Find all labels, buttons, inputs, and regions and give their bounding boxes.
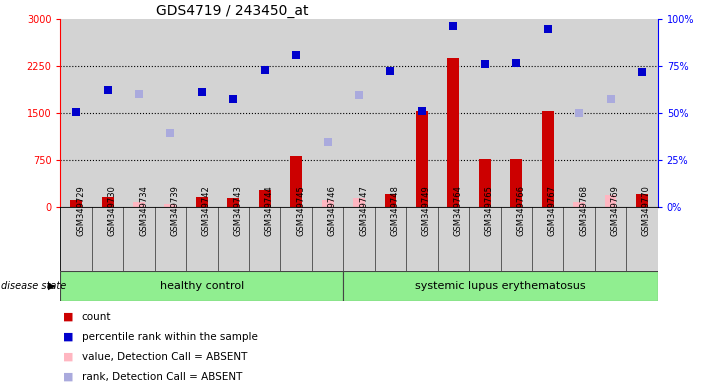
Text: GSM349766: GSM349766 (516, 185, 525, 236)
Text: GSM349770: GSM349770 (642, 185, 651, 236)
Point (259, 67, 270, 73)
Text: GSM349745: GSM349745 (296, 185, 305, 236)
Text: GSM349767: GSM349767 (547, 185, 557, 236)
Point (636, 69, 648, 75)
Point (102, 87, 113, 93)
Bar (259, 190, 271, 207)
Bar (196, 197, 208, 207)
Bar (123, 19, 155, 207)
Bar (102, 197, 114, 207)
Bar (469, 19, 501, 207)
Bar (60, 19, 92, 207)
Text: GSM349749: GSM349749 (422, 185, 431, 236)
Text: GSM349748: GSM349748 (390, 185, 400, 236)
Text: GSM349765: GSM349765 (485, 185, 494, 236)
Point (573, 109, 584, 116)
Bar (92, 19, 123, 207)
Bar (595, 19, 626, 207)
Text: GSM349742: GSM349742 (202, 185, 211, 236)
Bar (542, 111, 554, 207)
Text: GSM349768: GSM349768 (579, 185, 588, 236)
Text: rank, Detection Call = ABSENT: rank, Detection Call = ABSENT (82, 372, 242, 382)
Point (291, 52, 302, 58)
Text: systemic lupus erythematosus: systemic lupus erythematosus (415, 281, 586, 291)
Text: ■: ■ (63, 352, 73, 362)
Bar (447, 58, 459, 207)
Bar (438, 19, 469, 207)
Bar (312, 19, 343, 207)
Point (70, 109, 82, 115)
Bar (626, 19, 658, 207)
Text: ■: ■ (63, 312, 73, 322)
Text: GDS4719 / 243450_at: GDS4719 / 243450_at (156, 4, 309, 18)
Text: GSM349734: GSM349734 (139, 185, 148, 236)
Bar (343, 271, 658, 301)
Bar (501, 19, 532, 207)
Text: GSM349746: GSM349746 (328, 185, 336, 236)
Point (479, 61, 491, 68)
Bar (133, 202, 145, 207)
Text: GSM349730: GSM349730 (107, 185, 117, 236)
Point (605, 96, 616, 102)
Bar (636, 194, 648, 207)
Bar (164, 204, 176, 207)
Point (228, 96, 239, 103)
Text: healthy control: healthy control (160, 281, 244, 291)
Text: GSM349764: GSM349764 (454, 185, 462, 236)
Bar (375, 19, 406, 207)
Text: ■: ■ (63, 332, 73, 342)
Point (542, 26, 553, 32)
Text: count: count (82, 312, 111, 322)
Point (353, 92, 365, 98)
Bar (290, 156, 302, 207)
Bar (280, 19, 312, 207)
Bar (155, 19, 186, 207)
Point (510, 60, 522, 66)
Point (385, 68, 396, 74)
Text: GSM349747: GSM349747 (359, 185, 368, 236)
Bar (563, 19, 595, 207)
Text: percentile rank within the sample: percentile rank within the sample (82, 332, 257, 342)
Text: GSM349729: GSM349729 (76, 185, 85, 236)
Bar (218, 19, 249, 207)
Point (134, 91, 145, 97)
Bar (604, 195, 616, 207)
Bar (228, 198, 240, 207)
Text: disease state: disease state (1, 281, 67, 291)
Text: ■: ■ (63, 372, 73, 382)
Bar (343, 19, 375, 207)
Point (165, 130, 176, 136)
Bar (321, 200, 333, 207)
Bar (416, 111, 428, 207)
Bar (532, 19, 563, 207)
Bar (573, 202, 585, 207)
Bar (249, 19, 280, 207)
Text: GSM349739: GSM349739 (171, 185, 179, 236)
Text: GSM349769: GSM349769 (611, 185, 619, 236)
Bar (479, 159, 491, 207)
Bar (510, 159, 522, 207)
Point (196, 89, 208, 95)
Bar (60, 271, 343, 301)
Bar (353, 198, 365, 207)
Point (322, 139, 333, 145)
Bar (385, 194, 397, 207)
Bar (406, 19, 438, 207)
Text: GSM349744: GSM349744 (264, 185, 274, 236)
Text: value, Detection Call = ABSENT: value, Detection Call = ABSENT (82, 352, 247, 362)
Point (416, 108, 427, 114)
Bar (186, 19, 218, 207)
Text: GSM349743: GSM349743 (233, 185, 242, 236)
Text: ▶: ▶ (48, 281, 56, 291)
Point (448, 23, 459, 29)
Bar (70, 200, 82, 207)
